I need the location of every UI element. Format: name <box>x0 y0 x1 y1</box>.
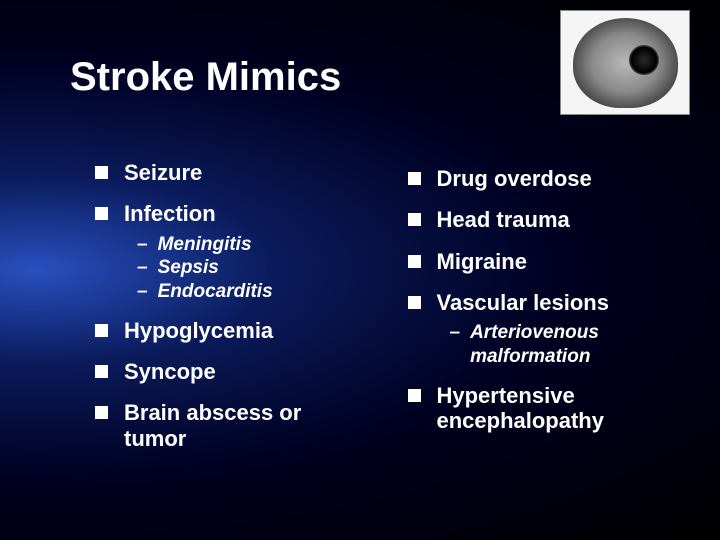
list-item: Seizure <box>95 160 368 185</box>
list-item: Syncope <box>95 359 368 384</box>
content-area: Seizure Infection –Meningitis –Sepsis –E… <box>95 160 680 467</box>
list-item: Hypoglycemia <box>95 318 368 343</box>
square-bullet-icon <box>408 213 421 226</box>
sub-list: –Meningitis –Sepsis –Endocarditis <box>137 233 368 304</box>
item-label: Infection <box>124 201 216 226</box>
sub-item: –Meningitis <box>137 233 368 257</box>
item-label: Syncope <box>124 359 216 384</box>
item-label: Hypoglycemia <box>124 318 273 343</box>
list-item: Drug overdose <box>408 166 681 191</box>
square-bullet-icon <box>95 365 108 378</box>
square-bullet-icon <box>95 406 108 419</box>
sub-label: Endocarditis <box>158 280 273 304</box>
dash-icon: – <box>137 233 148 257</box>
sub-item: –Arteriovenous malformation <box>450 321 681 369</box>
list-item: Vascular lesions <box>408 290 681 315</box>
list-item: Infection <box>95 201 368 226</box>
item-label: Drug overdose <box>437 166 592 191</box>
sub-list: –Arteriovenous malformation <box>450 321 681 369</box>
item-label: Vascular lesions <box>437 290 609 315</box>
item-label: Brain abscess or tumor <box>124 400 368 451</box>
left-column: Seizure Infection –Meningitis –Sepsis –E… <box>95 160 368 467</box>
ct-scan-brain <box>573 18 678 108</box>
list-item: Migraine <box>408 249 681 274</box>
square-bullet-icon <box>408 296 421 309</box>
list-item: Brain abscess or tumor <box>95 400 368 451</box>
list-item: Head trauma <box>408 207 681 232</box>
square-bullet-icon <box>95 324 108 337</box>
dash-icon: – <box>137 256 148 280</box>
item-label: Seizure <box>124 160 202 185</box>
sub-item: –Endocarditis <box>137 280 368 304</box>
item-label: Head trauma <box>437 207 570 232</box>
square-bullet-icon <box>408 389 421 402</box>
sub-item: –Sepsis <box>137 256 368 280</box>
slide-title: Stroke Mimics <box>70 55 341 100</box>
list-item: Hypertensive encephalopathy <box>408 383 681 434</box>
square-bullet-icon <box>408 255 421 268</box>
item-label: Hypertensive encephalopathy <box>437 383 681 434</box>
ct-scan-image <box>560 10 690 115</box>
square-bullet-icon <box>95 207 108 220</box>
item-label: Migraine <box>437 249 527 274</box>
square-bullet-icon <box>408 172 421 185</box>
dash-icon: – <box>137 280 148 304</box>
sub-label: Arteriovenous malformation <box>470 321 680 369</box>
sub-label: Sepsis <box>158 256 219 280</box>
dash-icon: – <box>450 321 461 345</box>
square-bullet-icon <box>95 166 108 179</box>
right-column: Drug overdose Head trauma Migraine Vascu… <box>408 160 681 467</box>
sub-label: Meningitis <box>158 233 252 257</box>
